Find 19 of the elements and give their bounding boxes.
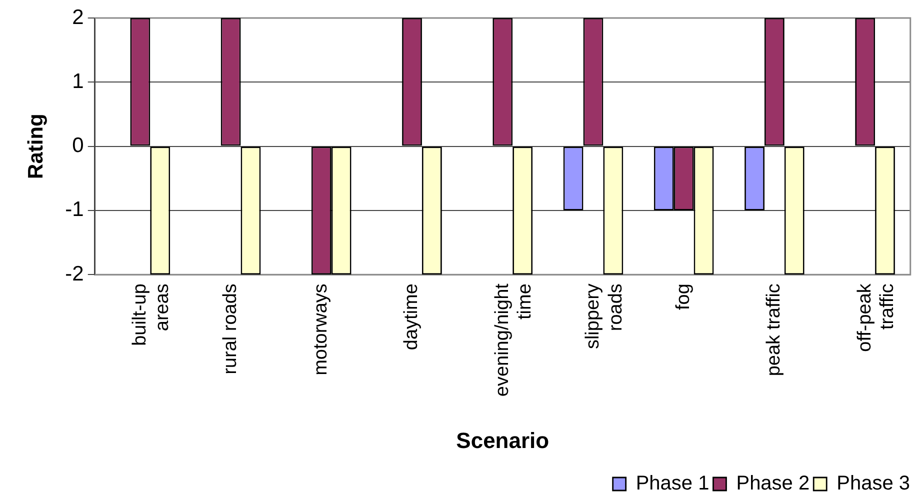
x-tick-label: slippery roads (582, 283, 626, 350)
x-axis-title: Scenario (456, 428, 550, 453)
x-tick-label: off-peak traffic (854, 283, 898, 352)
y-tick-label: 2 (72, 6, 84, 29)
legend-label: Phase 1 (636, 472, 710, 495)
x-tick-label: daytime (401, 284, 422, 350)
legend-label: Phase 2 (736, 472, 810, 495)
y-tick-label: -1 (65, 198, 84, 222)
y-tick-label: -2 (65, 262, 84, 286)
x-tick-label: built-up areas (129, 284, 174, 346)
x-tick-label: motorways (310, 284, 332, 376)
y-axis-title: Rating (24, 114, 48, 179)
x-tick-label: rural roads (220, 284, 242, 374)
y-tick-label: 1 (72, 70, 84, 93)
x-tick-label: fog (673, 284, 694, 310)
y-tick-label: 0 (72, 134, 84, 158)
x-tick-label: evening/night time (492, 282, 536, 397)
x-tick-label: peak traffic (764, 284, 785, 376)
legend-label: Phase 3 (836, 472, 910, 495)
